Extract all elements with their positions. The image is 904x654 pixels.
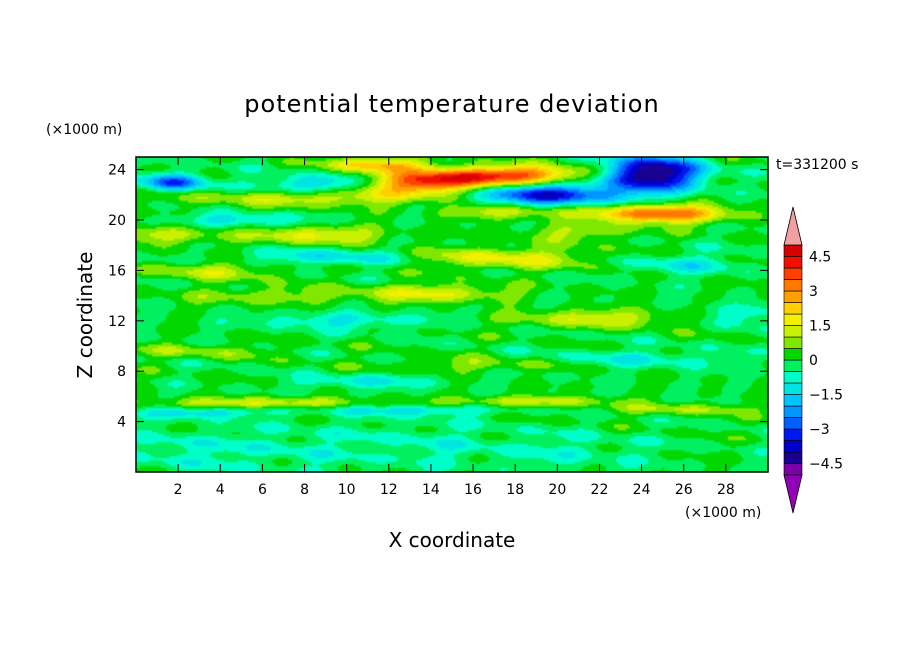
x-tick-label: 12 — [380, 482, 398, 498]
y-tick-label: 16 — [108, 263, 126, 279]
x-tick-label: 8 — [300, 482, 309, 498]
chart-title: potential temperature deviation — [244, 90, 659, 118]
y-unit-label: (×1000 m) — [46, 122, 122, 138]
colorbar-swatch — [783, 244, 803, 257]
y-tick-label: 12 — [108, 314, 126, 330]
colorbar-swatch — [783, 382, 803, 395]
colorbar-swatch — [783, 336, 803, 349]
x-tick-label: 4 — [216, 482, 225, 498]
colorbar-swatch — [783, 463, 803, 476]
colorbar-label: −3 — [809, 422, 830, 438]
colorbar-swatch — [783, 394, 803, 407]
x-tick-label: 6 — [258, 482, 267, 498]
colorbar-swatch — [783, 440, 803, 453]
x-tick-label: 20 — [548, 482, 566, 498]
colorbar-swatch — [783, 417, 803, 430]
colorbar-swatch — [783, 279, 803, 292]
x-tick-label: 18 — [506, 482, 524, 498]
x-tick-label: 14 — [422, 482, 440, 498]
x-tick-label: 28 — [717, 482, 735, 498]
x-axis: 2 4 6 8 10 12 14 16 18 20 22 24 26 28 — [174, 157, 735, 498]
x-tick-label: 16 — [464, 482, 482, 498]
colorbar-swatch — [783, 359, 803, 372]
y-tick-label: 24 — [108, 163, 126, 179]
temperature-field — [136, 157, 768, 472]
colorbar: 4.5 3 1.5 0 −1.5 −3 −4.5 — [783, 206, 843, 514]
colorbar-swatch — [783, 302, 803, 315]
x-unit-label: (×1000 m) — [685, 505, 761, 521]
colorbar-swatch — [783, 325, 803, 338]
colorbar-label: 3 — [809, 284, 818, 300]
y-axis: 4 8 12 16 20 24 — [108, 163, 768, 431]
y-axis-label: Z coordinate — [73, 252, 97, 379]
colorbar-swatch — [783, 451, 803, 464]
y-tick-label: 20 — [108, 213, 126, 229]
y-tick-label: 4 — [117, 415, 126, 431]
x-tick-label: 2 — [174, 482, 183, 498]
x-tick-label: 24 — [633, 482, 651, 498]
x-axis-label: X coordinate — [389, 528, 516, 552]
colorbar-over-triangle — [783, 206, 803, 246]
colorbar-under-triangle — [783, 474, 803, 514]
x-tick-label: 26 — [675, 482, 693, 498]
colorbar-swatch — [783, 405, 803, 418]
plot-area — [135, 156, 769, 473]
colorbar-label: 4.5 — [809, 250, 831, 266]
colorbar-swatch — [783, 313, 803, 326]
colorbar-swatch — [783, 371, 803, 384]
plot-frame — [135, 156, 769, 473]
time-label: t=331200 s — [776, 157, 858, 173]
colorbar-swatch — [783, 267, 803, 280]
colorbar-swatch — [783, 290, 803, 303]
colorbar-swatch — [783, 428, 803, 441]
x-tick-label: 22 — [591, 482, 609, 498]
y-tick-label: 8 — [117, 364, 126, 380]
colorbar-label: 1.5 — [809, 319, 831, 335]
colorbar-label: 0 — [809, 353, 818, 369]
colorbar-swatch — [783, 256, 803, 269]
colorbar-label: −4.5 — [809, 457, 843, 473]
colorbar-swatch — [783, 348, 803, 361]
x-tick-label: 10 — [338, 482, 356, 498]
colorbar-label: −1.5 — [809, 388, 843, 404]
